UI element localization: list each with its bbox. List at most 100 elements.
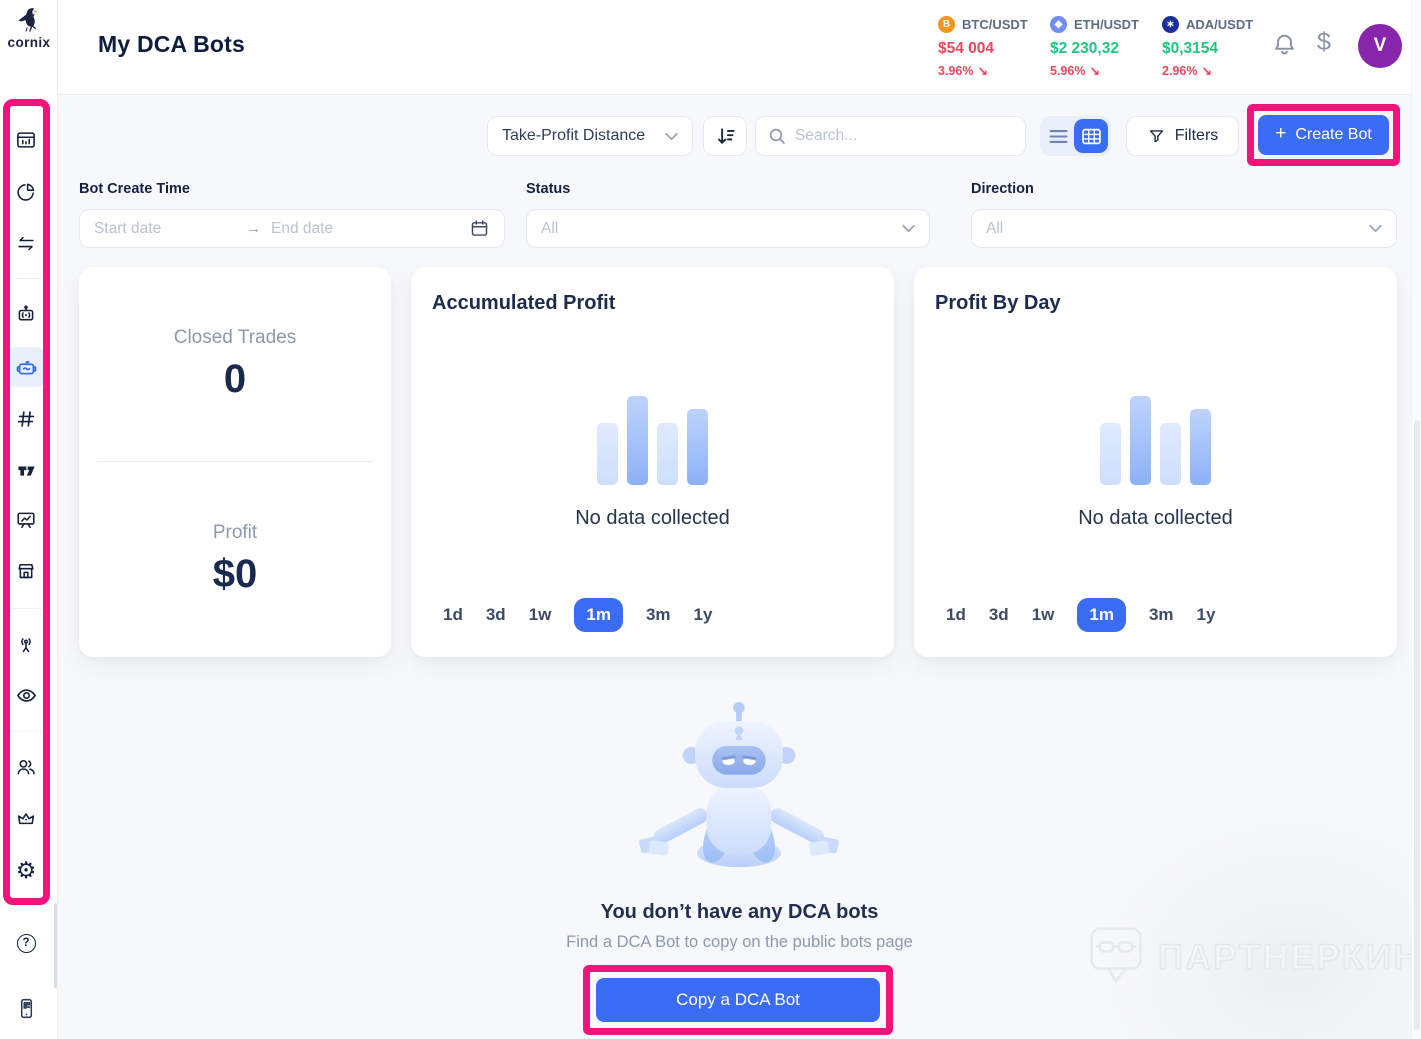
sort-field-dropdown[interactable]: Take-Profit Distance [487,116,693,156]
page-scrollbar-thumb[interactable] [1414,420,1420,1030]
closed-trades-label: Closed Trades [173,326,297,348]
chart-placeholder [914,395,1397,485]
chevron-down-icon [902,224,915,233]
chart-placeholder [411,395,894,485]
range-3m[interactable]: 3m [1148,605,1174,624]
range-1d[interactable]: 1d [946,605,966,624]
funnel-icon [1149,129,1163,142]
currency-button[interactable]: $ [1317,28,1331,57]
watch-eye-icon [16,688,36,702]
range-1w[interactable]: 1w [1031,605,1055,624]
premium-crown-icon [17,813,35,825]
sidebar-item-marketplace[interactable] [6,551,46,591]
range-1m[interactable]: 1m [1077,598,1126,632]
grid-view-icon [1081,128,1101,144]
sidebar-item-watchlist[interactable] [6,675,46,715]
sidebar-item-help[interactable]: ? [6,923,46,963]
sort-direction-button[interactable] [703,116,747,156]
sidebar: cornix [0,0,58,1039]
copy-dca-bot-button[interactable]: Copy a DCA Bot [596,978,880,1022]
ticker-pair: ADA/USDT [1186,17,1254,32]
ticker-price: $54 004 [938,40,995,57]
profit-by-day-card: Profit By Day No data collected 1d 3d 1w… [914,267,1397,657]
range-3m[interactable]: 3m [645,605,671,624]
chart-placeholder-bar [1190,409,1211,485]
chart-title: Profit By Day [935,292,1061,314]
grid-view-button[interactable] [1074,119,1108,153]
bell-icon [1275,34,1294,55]
antenna-icon [21,638,31,653]
sidebar-item-trades[interactable] [6,224,46,264]
sidebar-item-tradingview[interactable] [6,449,46,489]
sidebar-item-referrals[interactable] [6,747,46,787]
create-bot-button[interactable]: + Create Bot [1258,115,1389,155]
sidebar-item-portfolio[interactable] [6,172,46,212]
eth-icon: ◆ [1050,16,1067,33]
range-1d[interactable]: 1d [443,605,463,624]
calendar-icon [471,220,488,236]
sidebar-scrollbar-thumb[interactable] [54,903,57,988]
sort-field-value: Take-Profit Distance [502,127,646,144]
sidebar-item-signals[interactable] [6,625,46,665]
signal-bot-icon [18,305,34,321]
sort-ascending-icon [717,127,735,144]
help-icon: ? [16,933,36,953]
range-arrow-icon: → [246,220,261,237]
stats-divider [97,461,373,462]
sidebar-item-mobile-app[interactable] [6,988,46,1028]
time-range-selector: 1d 3d 1w 1m 3m 1y [443,597,712,633]
referrals-icon [17,759,35,775]
time-range-selector: 1d 3d 1w 1m 3m 1y [946,597,1215,633]
range-1w[interactable]: 1w [528,605,552,624]
chevron-down-icon [665,132,678,140]
chart-placeholder-bar [627,396,648,485]
page-scrollbar[interactable] [1411,0,1421,1039]
end-date-input[interactable] [271,219,411,238]
hash-icon [17,411,35,427]
avatar[interactable]: V [1358,24,1402,68]
sidebar-item-signal-bots[interactable] [6,294,46,334]
range-3d[interactable]: 3d [988,605,1009,624]
sidebar-item-premium[interactable] [6,799,46,839]
marketplace-icon [18,563,34,579]
filters-button[interactable]: Filters [1126,116,1239,156]
start-date-input[interactable] [94,219,244,238]
cornix-logo[interactable]: cornix [4,6,54,50]
notifications-button[interactable] [1271,31,1298,61]
date-range-picker[interactable]: → [79,209,505,248]
ticker-eth[interactable]: ◆ ETH/USDT $2 230,32 5.96% ↘ [1050,16,1158,78]
analytics-board-icon [17,512,35,529]
sidebar-item-settings[interactable]: ⚙ [6,850,46,890]
range-3d[interactable]: 3d [485,605,506,624]
search-icon [769,128,785,144]
ticker-change: 5.96% ↘ [1050,63,1100,79]
chevron-down-icon [1369,224,1382,233]
search-box [755,116,1026,156]
header: My DCA Bots B BTC/USDT $54 004 3.96% ↘ ◆ … [58,0,1421,95]
sidebar-item-dashboard[interactable] [6,120,46,160]
stats-card: Closed Trades 0 Profit $0 [79,267,391,657]
sidebar-item-grid-bots[interactable] [6,399,46,439]
chart-placeholder-bar [1130,396,1151,485]
crow-icon [18,8,38,32]
ticker-change: 2.96% ↘ [1162,63,1212,79]
closed-trades-block: Closed Trades 0 [79,267,391,461]
bot-create-time-label: Bot Create Time [79,181,190,197]
ticker-btc[interactable]: B BTC/USDT $54 004 3.96% ↘ [938,16,1046,78]
ticker-ada[interactable]: ∗ ADA/USDT $0,3154 2.96% ↘ [1162,16,1270,78]
range-1y[interactable]: 1y [1196,605,1216,624]
range-1m[interactable]: 1m [574,598,623,632]
list-view-button[interactable] [1040,116,1076,156]
status-select[interactable]: All [526,209,930,248]
sidebar-item-dca-bots[interactable] [6,347,46,387]
empty-state-heading: You don’t have any DCA bots [600,901,879,923]
sidebar-item-analytics[interactable] [6,500,46,540]
ticker-pair: BTC/USDT [962,17,1028,32]
direction-select[interactable]: All [971,209,1397,248]
trend-down-icon: ↘ [1201,64,1212,78]
mobile-app-icon [20,998,32,1018]
search-input[interactable] [795,127,1013,145]
direction-label: Direction [971,181,1034,197]
range-1y[interactable]: 1y [693,605,713,624]
